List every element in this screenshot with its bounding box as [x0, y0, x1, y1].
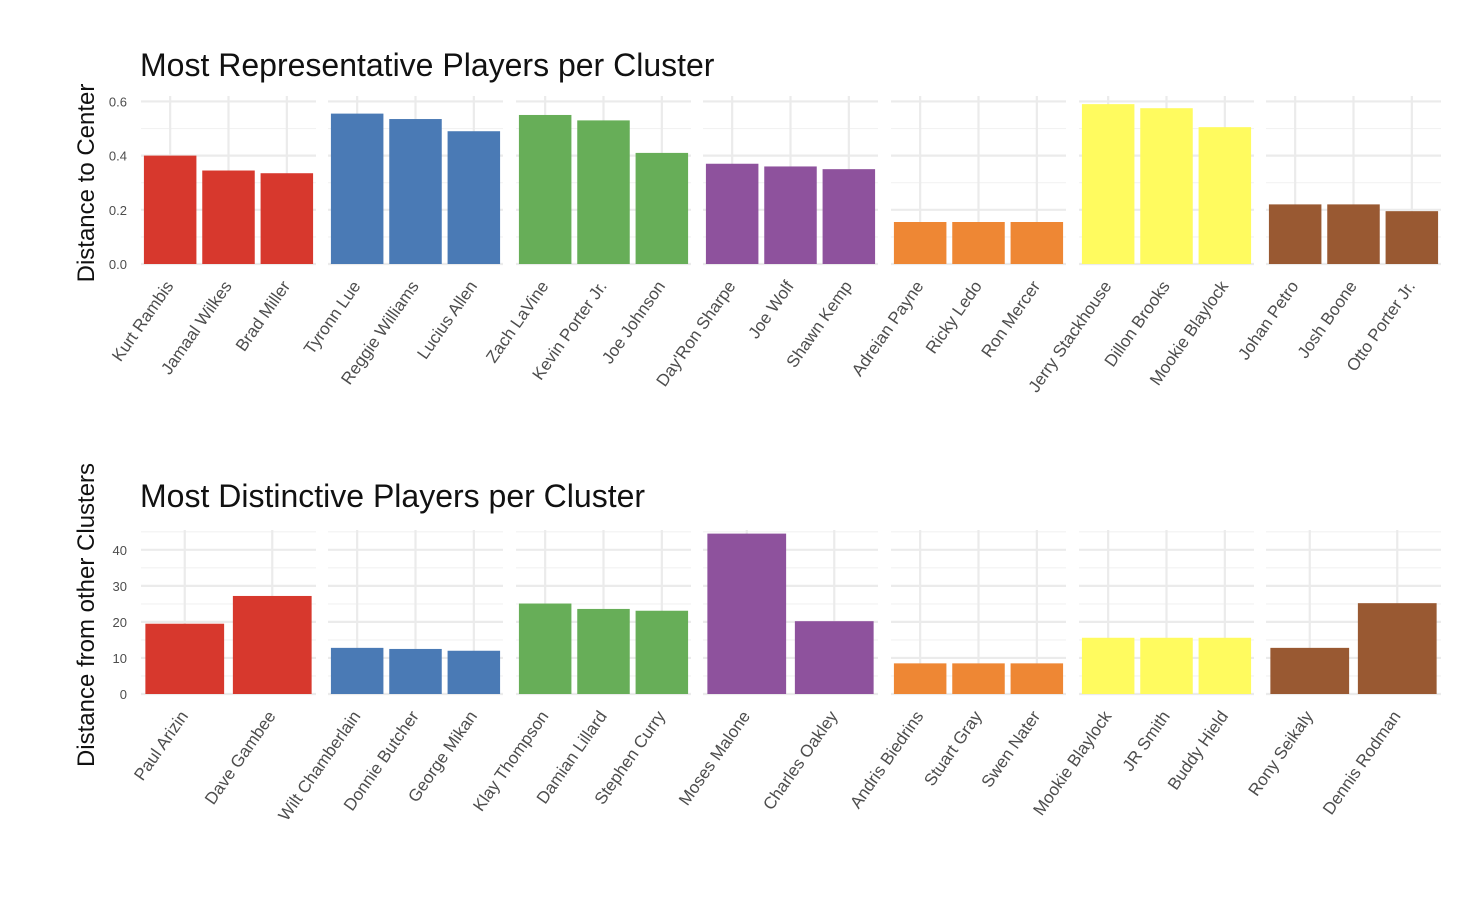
- x-tick-label: Day'Ron Sharpe: [653, 277, 740, 390]
- bar: [635, 610, 689, 694]
- bar: [389, 119, 442, 264]
- bar: [1010, 222, 1064, 264]
- bar: [577, 608, 630, 694]
- bar: [260, 173, 314, 264]
- bar: [1198, 127, 1252, 265]
- bar: [330, 647, 384, 694]
- x-tick-label: Stuart Gray: [920, 707, 986, 790]
- bar: [1357, 603, 1437, 694]
- bar: [1327, 204, 1380, 264]
- x-tick-label: Dennis Rodman: [1319, 707, 1404, 818]
- x-tick-label: Charles Oakley: [759, 707, 842, 814]
- x-tick-label: Ron Mercer: [978, 277, 1045, 361]
- x-tick-label: JR Smith: [1119, 707, 1174, 774]
- bar: [1270, 647, 1350, 694]
- x-tick-label: Andris Biedrins: [846, 707, 927, 812]
- bar: [389, 648, 442, 694]
- bar: [447, 131, 501, 264]
- x-tick-label: Paul Arizin: [130, 707, 192, 784]
- x-tick-label: Brad Miller: [232, 277, 294, 355]
- x-tick-label: Adreian Payne: [848, 277, 928, 379]
- y-tick-label: 40: [113, 543, 127, 558]
- bar: [1198, 637, 1252, 694]
- x-tick-label: Josh Boone: [1294, 277, 1361, 361]
- facet-panel: Rony Seikaly Dennis Rodman: [1245, 530, 1441, 818]
- bar: [1385, 211, 1439, 264]
- y-tick-label: 0: [120, 687, 127, 702]
- x-tick-label: Dave Gambee: [201, 707, 279, 808]
- x-tick-label: Moses Malone: [675, 707, 754, 808]
- bar: [447, 650, 501, 694]
- bar: [707, 533, 787, 694]
- bar: [822, 169, 876, 264]
- y-tick-label: 0.6: [109, 94, 127, 109]
- bar: [518, 114, 572, 264]
- bar: [893, 222, 947, 264]
- bar: [330, 113, 384, 264]
- facet-panel: Paul Arizin Dave Gambee: [130, 530, 316, 808]
- bar: [952, 663, 1005, 694]
- bar: [794, 621, 874, 694]
- x-tick-label: Lucius Allen: [414, 277, 482, 362]
- y-tick-label: 0.2: [109, 203, 127, 218]
- facet-panel: Moses Malone Charles Oakley: [675, 530, 878, 813]
- bar: [952, 222, 1005, 264]
- x-tick-label: Johan Petro: [1234, 277, 1302, 363]
- bar: [145, 623, 225, 694]
- bar: [1268, 204, 1322, 264]
- bar: [518, 603, 572, 694]
- y-axis-label-representative: Distance to Center: [73, 84, 100, 283]
- y-tick-label: 10: [113, 651, 127, 666]
- x-tick-label: Swen Nater: [978, 707, 1045, 791]
- bar: [232, 595, 312, 694]
- y-axis-label-distinctive: Distance from other Clusters: [73, 463, 100, 767]
- chart-representative: Most Representative Players per Cluster …: [73, 47, 1441, 396]
- bar: [1081, 637, 1135, 694]
- x-tick-label: Joe Wolf: [744, 277, 797, 342]
- chart-title-representative: Most Representative Players per Cluster: [140, 47, 715, 83]
- bar: [705, 163, 759, 264]
- x-tick-label: Ricky Ledo: [922, 277, 986, 357]
- bar: [577, 120, 630, 264]
- bar: [1081, 104, 1135, 265]
- chart-distinctive: Most Distinctive Players per Cluster Dis…: [73, 463, 1441, 824]
- x-tick-label: Buddy Hield: [1164, 707, 1232, 793]
- y-tick-label: 30: [113, 579, 127, 594]
- x-tick-label: Mookie Blaylock: [1029, 707, 1115, 819]
- bar: [635, 152, 689, 264]
- y-tick-label: 0.4: [109, 149, 127, 164]
- chart-title-distinctive: Most Distinctive Players per Cluster: [140, 478, 645, 514]
- x-tick-label: Tyronn Lue: [300, 277, 364, 358]
- y-tick-label: 0.0: [109, 257, 127, 272]
- bar: [1140, 637, 1193, 694]
- bar: [202, 170, 255, 264]
- y-tick-label: 20: [113, 615, 127, 630]
- bar: [764, 166, 817, 264]
- bar: [1140, 108, 1193, 265]
- bar: [143, 155, 197, 264]
- bar: [1010, 663, 1064, 694]
- bar: [893, 663, 947, 694]
- x-tick-label: Rony Seikaly: [1245, 707, 1318, 800]
